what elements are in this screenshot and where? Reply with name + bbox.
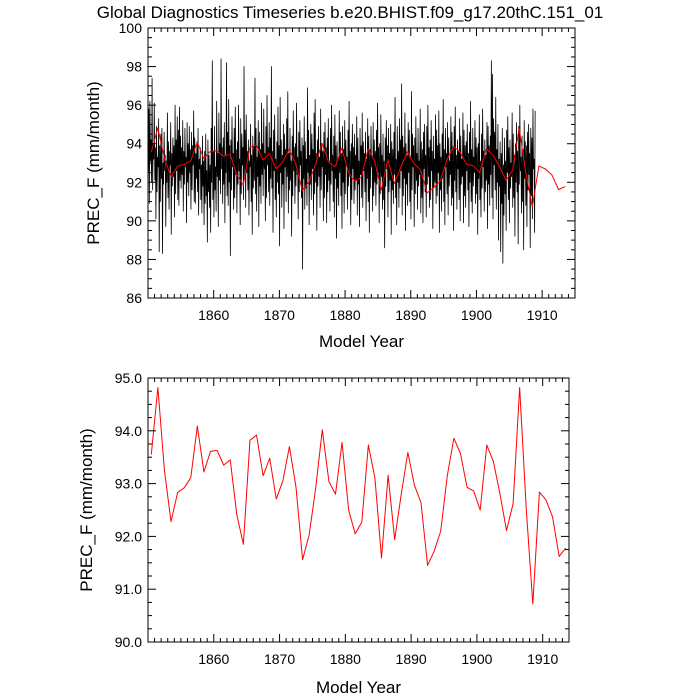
series-line-red [150, 387, 567, 605]
x-tick-label: 1910 [527, 307, 558, 323]
y-tick-label: 98 [126, 59, 142, 75]
y-axis-label: PREC_F (mm/month) [84, 81, 103, 244]
top-panel: 1860 1870 1880 1890 1900 1910 86 88 90 92 94 96 98 10… [84, 20, 576, 351]
y-tick-label: 93.0 [115, 476, 142, 492]
bottom-panel: 1860 1870 1880 1890 1900 1910 90.0 91.0 92.0 93.0… [77, 370, 570, 697]
x-tick-label: 1890 [395, 307, 426, 323]
y-tick-label: 86 [126, 290, 142, 306]
y-tick-label: 90.0 [115, 634, 142, 650]
x-tick-label: 1900 [461, 307, 492, 323]
x-tick-label: 1880 [329, 307, 360, 323]
x-axis-label: Model Year [319, 332, 404, 351]
y-tick-label: 92 [126, 174, 142, 190]
y-tick-label: 91.0 [115, 581, 142, 597]
y-tick-label: 95.0 [115, 370, 142, 386]
x-tick-label: 1880 [330, 651, 361, 667]
x-tick-label: 1910 [527, 651, 558, 667]
series-line-red [150, 127, 566, 208]
y-tick-label: 94 [126, 136, 142, 152]
y-tick-label: 94.0 [115, 423, 142, 439]
y-tick-label: 92.0 [115, 528, 142, 544]
x-tick-label: 1860 [198, 651, 229, 667]
x-tick-label: 1870 [264, 651, 295, 667]
y-tick-label: 100 [119, 20, 143, 36]
series-line-black [147, 58, 536, 270]
y-tick-label: 88 [126, 251, 142, 267]
chart-title: Global Diagnostics Timeseries b.e20.BHIS… [97, 3, 604, 22]
y-tick-label: 96 [126, 97, 142, 113]
y-tick-label: 90 [126, 213, 142, 229]
x-axis-label: Model Year [316, 678, 401, 697]
x-tick-label: 1870 [264, 307, 295, 323]
x-tick-label: 1890 [396, 651, 427, 667]
x-tick-label: 1900 [461, 651, 492, 667]
x-tick-label: 1860 [198, 307, 229, 323]
y-axis-label: PREC_F (mm/month) [77, 428, 96, 591]
